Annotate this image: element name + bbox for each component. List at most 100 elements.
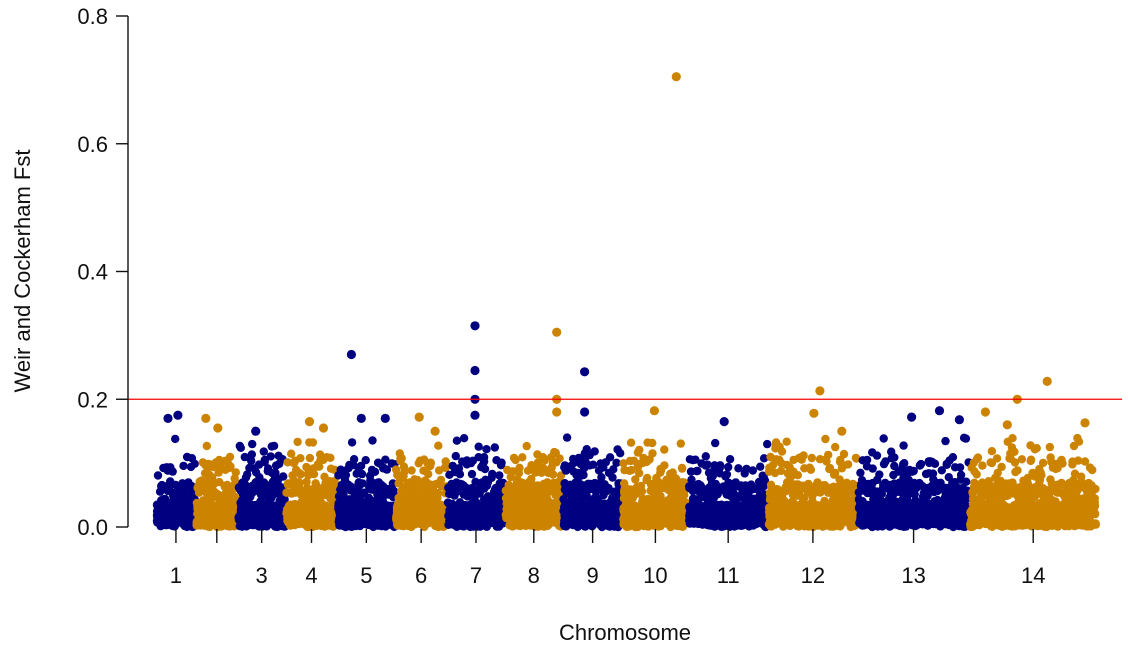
- snp-point: [260, 519, 269, 528]
- snp-point: [605, 507, 614, 516]
- snp-point: [685, 482, 694, 491]
- snp-point: [434, 466, 444, 475]
- snp-point: [463, 509, 472, 518]
- snp-point: [358, 479, 367, 488]
- snp-point: [415, 456, 425, 465]
- snp-point: [152, 500, 162, 509]
- chromosome-7-points: [443, 434, 508, 532]
- snp-point: [835, 521, 844, 530]
- snp-point: [490, 443, 499, 452]
- snp-point: [720, 522, 729, 531]
- snp-point: [175, 504, 184, 513]
- snp-point: [651, 488, 660, 497]
- snp-point: [677, 464, 687, 473]
- snp-point: [269, 441, 279, 451]
- snp-point: [782, 437, 791, 446]
- snp-point: [887, 454, 896, 463]
- snp-point: [827, 498, 837, 508]
- snp-point: [207, 460, 216, 469]
- snp-point: [475, 489, 484, 498]
- snp-point: [336, 501, 345, 510]
- snp-point: [470, 519, 479, 528]
- snp-point: [177, 481, 186, 491]
- snp-point: [586, 484, 595, 494]
- snp-point: [509, 453, 519, 463]
- snp-point: [619, 506, 628, 515]
- snp-point: [207, 480, 216, 489]
- snp-point: [766, 452, 775, 462]
- snp-point: [434, 441, 443, 450]
- snp-point: [261, 480, 270, 489]
- snp-point: [490, 516, 500, 526]
- snp-point: [227, 519, 237, 528]
- snp-point: [300, 516, 309, 525]
- snp-point: [699, 488, 708, 497]
- snp-point: [667, 492, 676, 501]
- snp-point: [625, 466, 634, 475]
- snp-point: [798, 516, 807, 526]
- snp-point: [843, 518, 853, 527]
- snp-point: [386, 486, 396, 496]
- snp-point: [241, 473, 251, 482]
- chromosome-11-points: [685, 438, 772, 532]
- snp-point: [252, 484, 261, 494]
- snp-point: [956, 470, 966, 480]
- snp-point: [180, 521, 189, 531]
- snp-point: [198, 458, 208, 467]
- snp-point: [774, 512, 783, 521]
- snp-point: [420, 502, 429, 511]
- snp-point: [794, 453, 804, 463]
- snp-point: [402, 490, 411, 499]
- snp-point: [701, 461, 710, 470]
- snp-point: [806, 484, 815, 493]
- snp-point: [240, 452, 249, 462]
- snp-point: [373, 521, 382, 530]
- snp-point: [706, 474, 716, 483]
- snp-point: [413, 514, 422, 524]
- snp-point: [303, 469, 313, 478]
- snp-point: [660, 500, 669, 509]
- snp-point: [777, 447, 787, 456]
- snp-point: [227, 488, 236, 497]
- snp-point: [237, 509, 246, 519]
- snp-point: [782, 460, 792, 470]
- snp-point: [743, 501, 752, 510]
- snp-point: [581, 511, 590, 521]
- snp-point: [384, 504, 394, 514]
- snp-point: [361, 456, 370, 465]
- snp-point: [450, 467, 459, 477]
- snp-point: [763, 439, 772, 449]
- snp-point: [790, 513, 799, 522]
- snp-point: [186, 492, 195, 501]
- snp-point: [725, 455, 735, 464]
- snp-point: [482, 445, 491, 454]
- chromosome-1-points: [152, 434, 200, 532]
- snp-point: [409, 488, 419, 498]
- snp-point: [711, 438, 720, 448]
- snp-point: [573, 468, 583, 478]
- chromosome-3-points: [234, 439, 289, 532]
- snp-point: [821, 434, 830, 444]
- snp-point: [816, 512, 826, 522]
- snp-point: [271, 520, 281, 530]
- snp-point: [597, 522, 607, 532]
- snp-point: [497, 458, 506, 467]
- snp-point: [214, 491, 224, 501]
- snp-point: [528, 480, 537, 489]
- chromosome-8-points: [501, 441, 567, 531]
- snp-point: [512, 478, 522, 487]
- snp-point: [937, 466, 946, 475]
- snp-point: [447, 504, 457, 513]
- snp-point: [686, 467, 696, 476]
- snp-point: [626, 438, 636, 447]
- snp-point: [782, 503, 792, 512]
- snp-point: [157, 481, 166, 491]
- snp-point: [562, 433, 572, 442]
- snp-point: [628, 493, 637, 503]
- snp-point: [348, 521, 357, 531]
- snp-point: [640, 504, 649, 513]
- snp-point: [271, 514, 281, 523]
- snp-point: [274, 451, 283, 460]
- snp-point: [433, 517, 442, 526]
- snp-point: [540, 456, 549, 465]
